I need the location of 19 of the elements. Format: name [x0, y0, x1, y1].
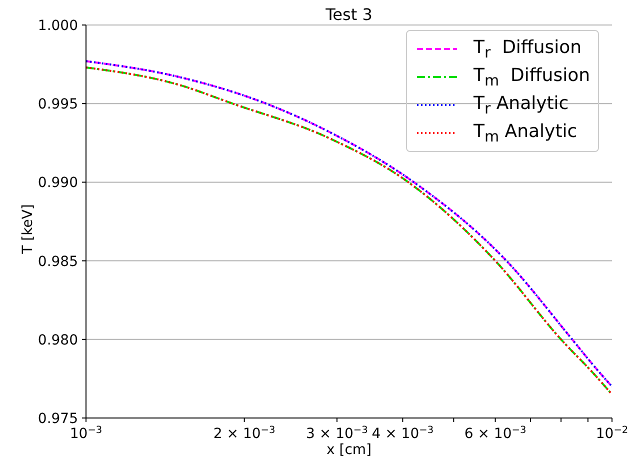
legend-label: T$_{m}$ Diffusion [473, 64, 590, 90]
x-tick-label: 3 × 10$^{−3}$ [306, 424, 368, 442]
x-tick-label: 10$^{−3}$ [70, 424, 102, 442]
x-tick-label: 10$^{−2}$ [596, 424, 628, 442]
y-tick-label: 0.990 [38, 175, 78, 192]
legend-label: T$_{m}$ Analytic [473, 120, 578, 146]
x-axis-title: x [cm] [326, 442, 372, 458]
y-tick-label: 0.995 [38, 96, 78, 113]
y-tick-label: 0.975 [38, 411, 78, 427]
y-axis-title: T [keV] [20, 204, 36, 255]
x-tick-label: 6 × 10$^{−3}$ [464, 424, 526, 442]
y-tick-label: 1.000 [38, 18, 78, 34]
chart-title: Test 3 [324, 5, 372, 24]
y-tick-label: 0.980 [38, 332, 78, 348]
legend-label: T$_{r}$ Diffusion [473, 36, 582, 62]
x-tick-label: 2 × 10$^{−3}$ [213, 424, 276, 442]
x-tick-label: 4 × 10$^{−3}$ [372, 424, 434, 442]
y-tick-label: 0.985 [38, 254, 78, 270]
legend-label: T$_{r}$ Analytic [473, 92, 569, 118]
